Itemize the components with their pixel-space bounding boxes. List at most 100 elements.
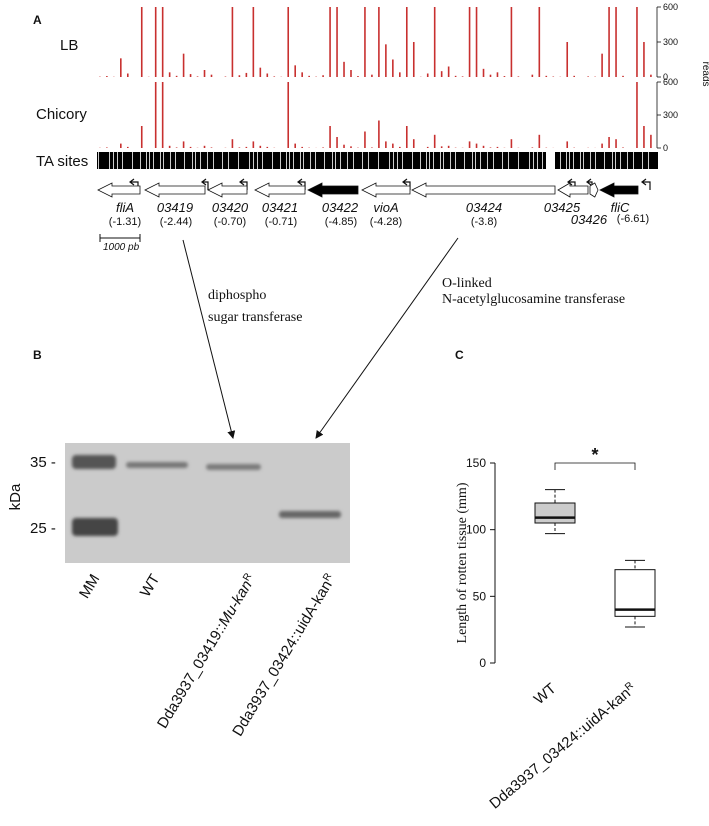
read-bar: [308, 75, 310, 77]
read-bar: [126, 146, 129, 148]
y-label: Length of rotten tissue (mm): [455, 482, 470, 643]
ta-gap: [569, 152, 570, 169]
read-bar: [489, 147, 492, 148]
read-bar: [231, 139, 234, 148]
ta-gap: [493, 152, 494, 169]
read-bar: [531, 147, 534, 148]
gene-score: (-3.8): [471, 216, 497, 228]
read-bar: [294, 65, 296, 77]
annotation: N-acetylglucosamine transferase: [442, 292, 625, 307]
ta-gap: [117, 152, 118, 169]
gel-ylabel: kDa: [7, 483, 24, 510]
read-bar: [175, 75, 178, 77]
ta-gap: [324, 152, 325, 169]
ta-gap: [228, 152, 229, 169]
ta-gap: [192, 152, 193, 169]
gel-marker: 25 -: [30, 520, 56, 537]
read-bar: [650, 134, 652, 148]
ta-gap: [560, 152, 561, 169]
tick-label: 50: [473, 589, 487, 603]
ta-bar: [97, 152, 658, 169]
read-bar: [475, 7, 478, 77]
read-bar: [378, 120, 380, 148]
read-bar: [399, 72, 401, 77]
ta-gap: [595, 152, 596, 169]
read-bar: [189, 146, 192, 148]
read-bar: [259, 67, 262, 77]
ta-gap: [293, 152, 294, 169]
gene-arrow: [97, 182, 141, 198]
gene-name: 03426: [571, 212, 608, 227]
ta-gap: [472, 152, 473, 169]
read-bar: [573, 75, 575, 77]
read-bar: [608, 137, 610, 148]
read-bar: [385, 44, 387, 77]
read-bar: [336, 137, 338, 148]
ta-gap: [464, 152, 465, 169]
ta-gap: [455, 152, 456, 169]
ta-gap: [347, 152, 348, 169]
read-bar: [154, 7, 157, 77]
read-bar: [154, 82, 157, 148]
read-bar: [161, 82, 164, 148]
tick-label: 0: [663, 143, 668, 153]
x-label: Dda3937_03424::uidA-kanR: [486, 680, 640, 813]
ta-gap: [332, 152, 333, 169]
gene-arrow: [361, 182, 411, 198]
read-bar: [350, 146, 352, 148]
read-bar: [364, 131, 366, 148]
read-bar: [203, 145, 206, 148]
read-bar: [343, 61, 345, 77]
gene-name: 03419: [157, 200, 193, 215]
ta-label: TA sites: [36, 153, 88, 170]
read-bar: [468, 7, 471, 77]
ta-gap: [580, 152, 581, 169]
read-tracks: LB 0 300 600 Chicory 0 300 600 reads: [36, 2, 709, 153]
read-bar: [336, 7, 338, 77]
read-bar: [182, 53, 185, 77]
tick-label: 150: [466, 456, 486, 470]
lane-label-part: Dda3937_03419::: [154, 620, 230, 731]
tick-label: 600: [663, 2, 678, 12]
ta-gap: [502, 152, 503, 169]
read-bar: [405, 7, 408, 77]
ta-gap: [122, 152, 123, 169]
read-bar: [161, 7, 164, 77]
read-bar: [566, 141, 569, 148]
gene-name: vioA: [373, 200, 398, 215]
read-bar: [371, 74, 373, 77]
ta-gap: [590, 152, 591, 169]
ta-gap: [429, 152, 430, 169]
read-bar: [378, 7, 380, 77]
read-bar: [447, 145, 450, 148]
read-bar: [231, 7, 234, 77]
read-bar: [322, 147, 324, 148]
read-bar: [106, 147, 108, 148]
read-bar: [168, 72, 171, 77]
read-bar: [392, 143, 394, 148]
ta-gap: [443, 152, 444, 169]
read-bar: [266, 146, 269, 148]
read-bar: [447, 66, 450, 77]
x-label-part: WT: [531, 680, 560, 708]
sig-star: *: [591, 445, 598, 465]
gel-bands: [72, 455, 341, 536]
read-bar: [440, 146, 443, 148]
ta-gap: [213, 152, 214, 169]
gene-arrow: [207, 182, 248, 198]
read-bar: [426, 146, 429, 148]
lane-label-part: R: [321, 571, 334, 583]
x-label: WT: [531, 680, 560, 708]
ta-gap: [412, 152, 413, 169]
read-bar: [385, 141, 387, 148]
ta-gap: [132, 152, 133, 169]
read-bar: [440, 71, 443, 77]
lane-label-part: MM: [76, 571, 103, 601]
gene-name: 03421: [262, 200, 298, 215]
ta-gap: [604, 152, 605, 169]
read-bar: [482, 145, 485, 148]
lane-label-part: Mu-kan: [215, 578, 255, 630]
read-bar: [301, 146, 303, 148]
annotation: O-linked: [442, 276, 492, 291]
read-bar: [392, 59, 394, 77]
